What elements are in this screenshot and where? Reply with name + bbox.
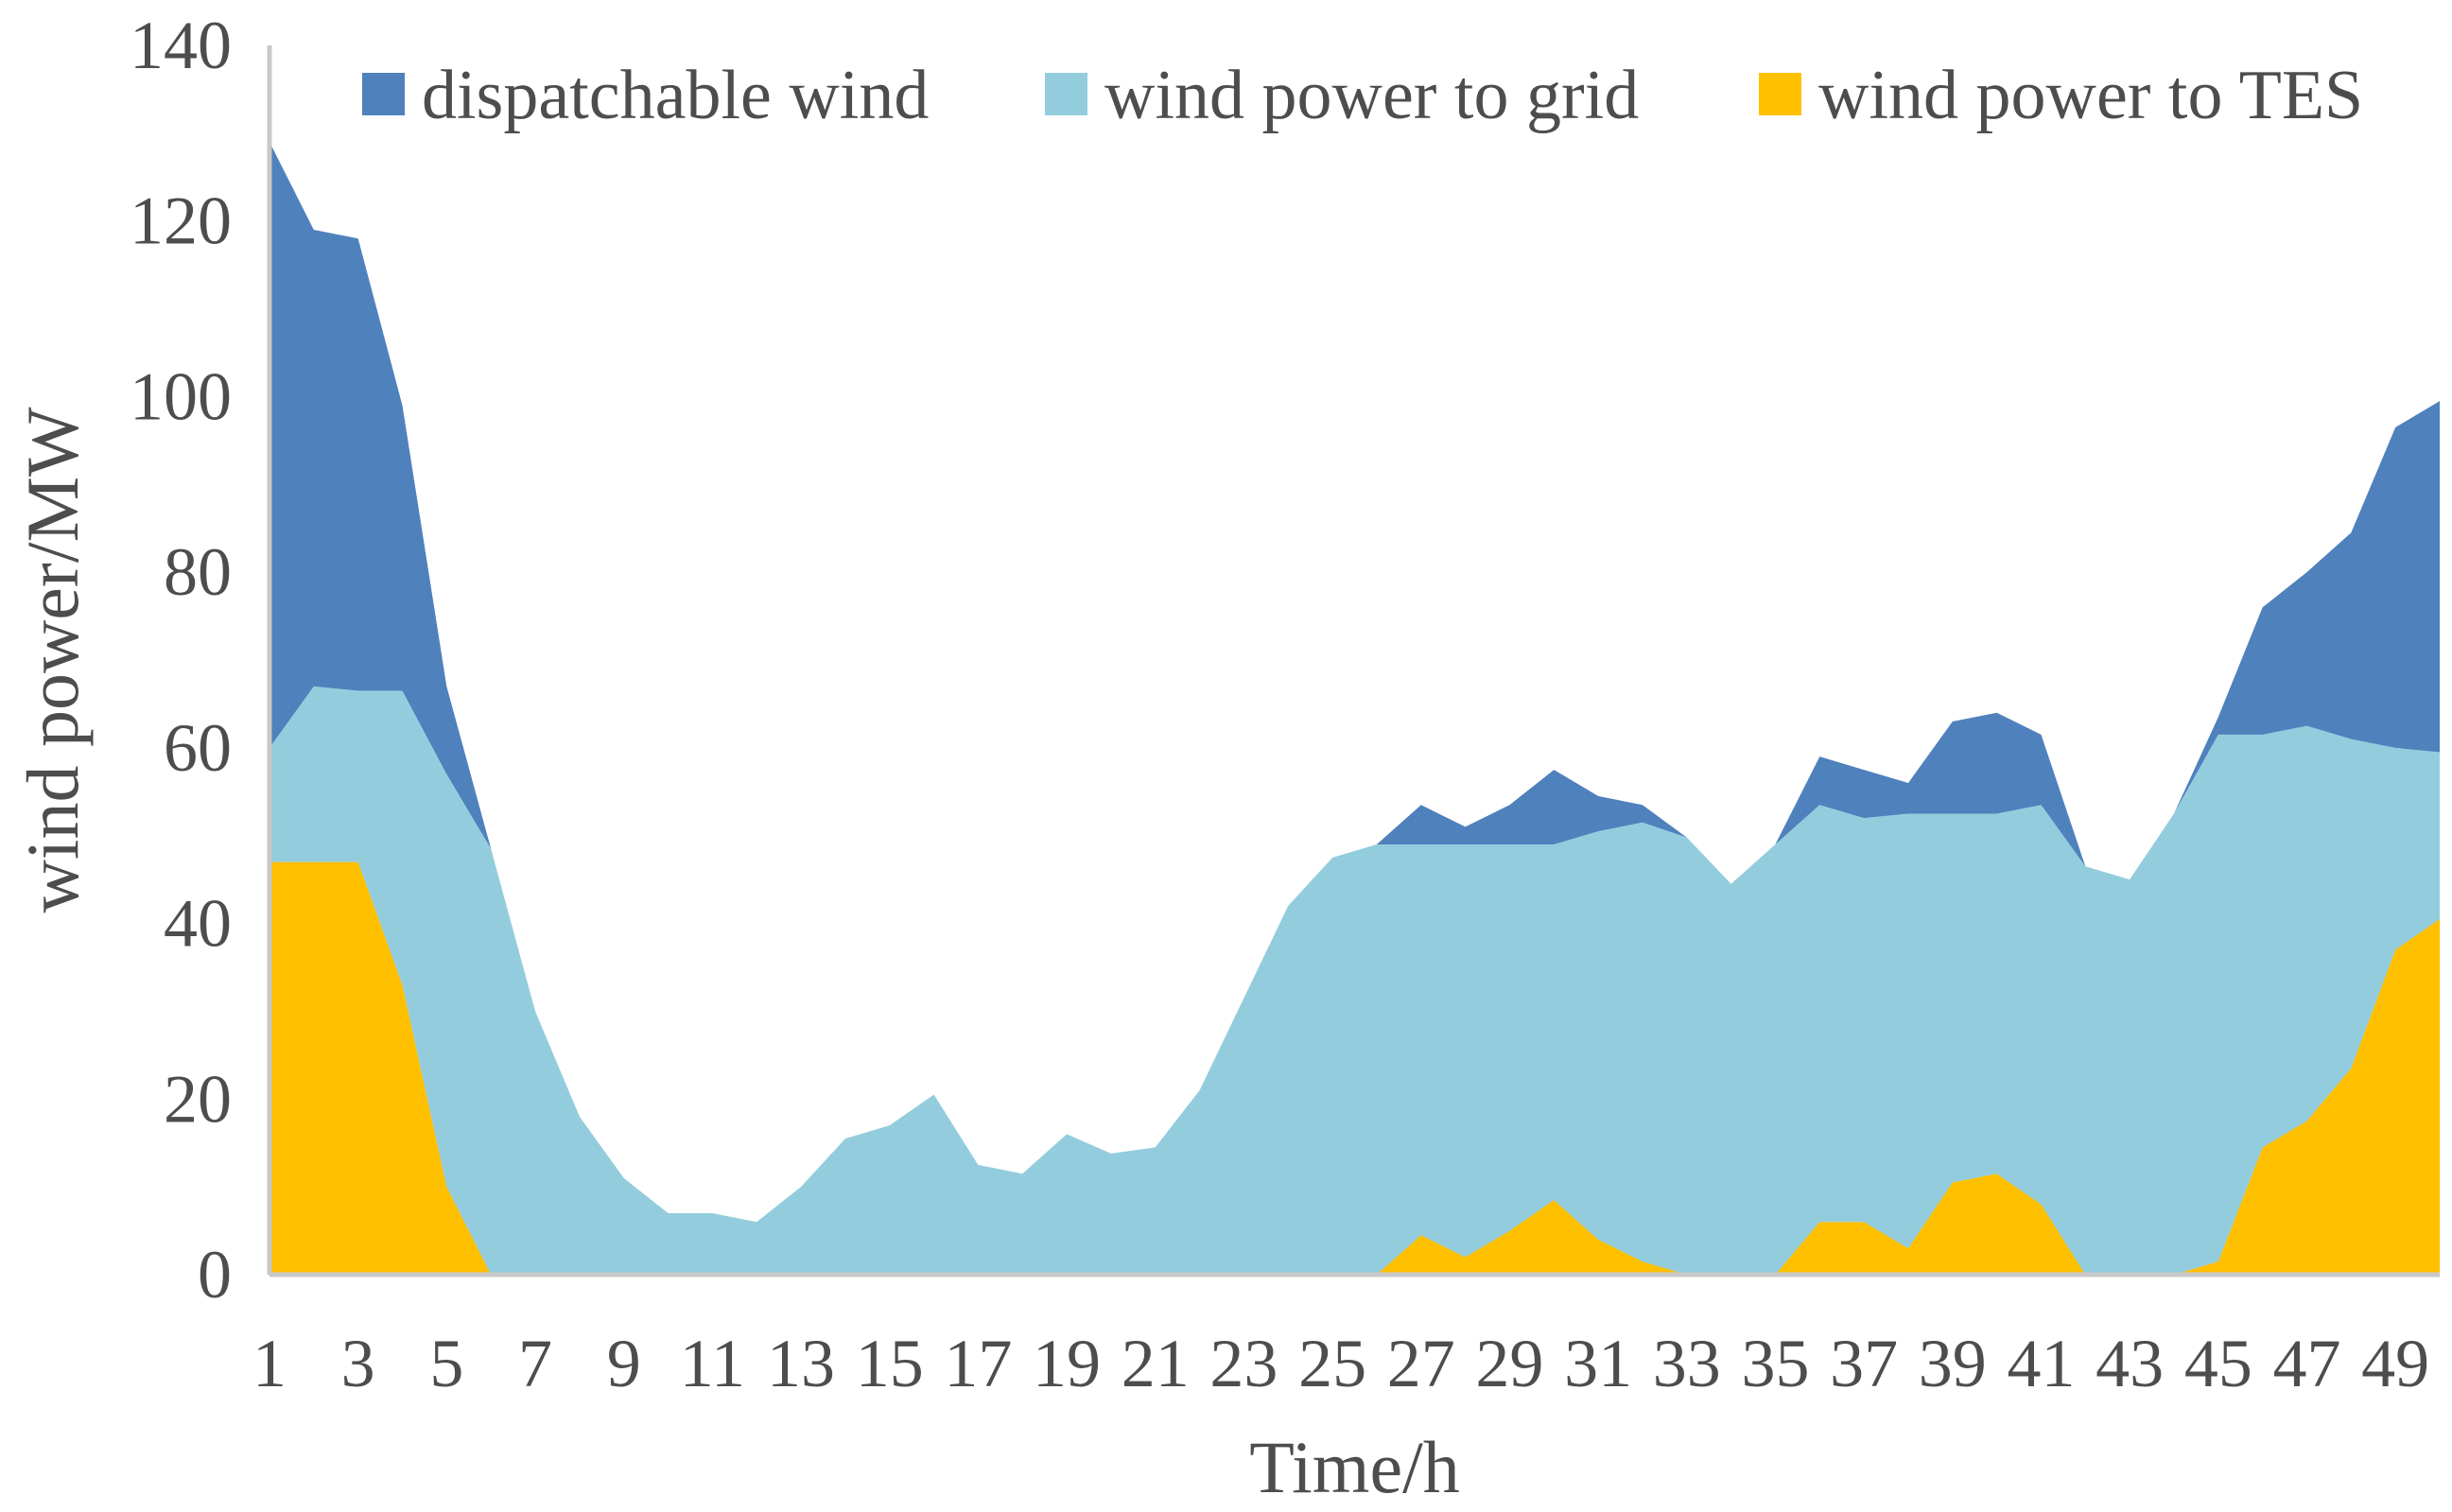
legend-swatch-dispatchable-wind	[362, 73, 405, 115]
y-axis-title: wind power/MW	[11, 407, 94, 912]
x-tick-label: 25	[1298, 1326, 1366, 1401]
x-tick-label: 35	[1741, 1326, 1809, 1401]
x-tick-label: 19	[1033, 1326, 1101, 1401]
x-tick-label: 27	[1387, 1326, 1455, 1401]
x-tick-label: 31	[1564, 1326, 1632, 1401]
x-tick-label: 21	[1122, 1326, 1190, 1401]
x-tick-label: 49	[2361, 1326, 2429, 1401]
y-tick-label: 100	[130, 358, 232, 434]
legend: dispatchable wind wind power to grid wind …	[362, 57, 2363, 134]
legend-label-dispatchable-wind: dispatchable wind	[422, 57, 929, 134]
y-tick-labels: 0 20 40 60 80 100 120 140	[130, 8, 232, 1312]
y-tick-label: 60	[164, 710, 232, 786]
legend-swatch-wind-power-to-grid	[1045, 73, 1087, 115]
x-tick-label: 29	[1475, 1326, 1543, 1401]
x-tick-label: 1	[252, 1326, 287, 1401]
x-tick-label: 5	[429, 1326, 463, 1401]
x-axis-title: Time/h	[1249, 1426, 1460, 1508]
x-tick-label: 17	[944, 1326, 1012, 1401]
x-tick-label: 11	[680, 1326, 745, 1401]
x-tick-label: 47	[2272, 1326, 2340, 1401]
x-tick-label: 9	[607, 1326, 641, 1401]
x-tick-label: 15	[856, 1326, 924, 1401]
x-tick-label: 7	[518, 1326, 552, 1401]
x-tick-labels: 1 3 5 7 9 11 13 15 17 19 21 23 25 27 29 31 33 35 37 39 41 43 4…	[252, 1326, 2429, 1401]
y-tick-label: 140	[130, 8, 232, 83]
y-tick-label: 20	[164, 1061, 232, 1137]
x-tick-label: 45	[2184, 1326, 2252, 1401]
x-tick-label: 13	[767, 1326, 835, 1401]
x-tick-label: 43	[2096, 1326, 2164, 1401]
legend-swatch-wind-power-to-tes	[1759, 73, 1801, 115]
x-tick-label: 23	[1209, 1326, 1278, 1401]
axes	[267, 45, 2440, 1277]
y-tick-label: 40	[164, 886, 232, 962]
y-tick-label: 0	[198, 1237, 232, 1312]
x-tick-label: 37	[1830, 1326, 1898, 1401]
y-tick-label: 80	[164, 534, 232, 610]
plot-areas	[270, 142, 2440, 1275]
area-wind-power-to-grid	[270, 686, 2440, 1275]
x-tick-label: 3	[341, 1326, 375, 1401]
x-tick-label: 41	[2007, 1326, 2075, 1401]
x-tick-label: 33	[1653, 1326, 1721, 1401]
y-tick-label: 120	[130, 183, 232, 259]
x-tick-label: 39	[1919, 1326, 1987, 1401]
legend-label-wind-power-to-tes: wind power to TES	[1818, 57, 2363, 134]
legend-label-wind-power-to-grid: wind power to grid	[1104, 57, 1639, 134]
